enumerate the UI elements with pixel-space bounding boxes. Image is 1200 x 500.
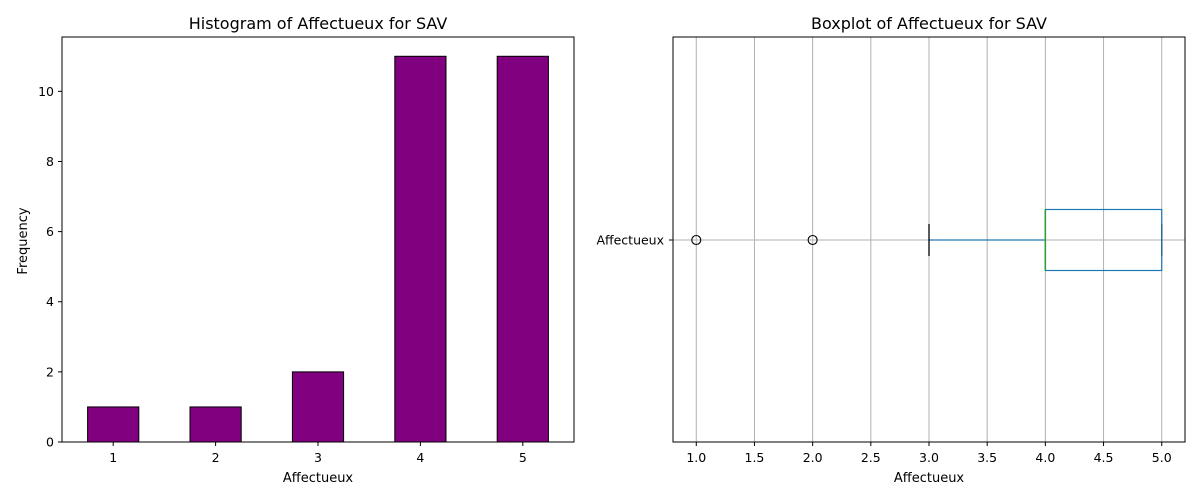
- boxplot-x-tick-label: 3.5: [977, 450, 997, 465]
- boxplot-x-label: Affectueux: [894, 471, 965, 486]
- histogram-bars: [87, 55, 549, 443]
- histogram-x-tick-label: 5: [519, 450, 527, 465]
- histogram-y-tick-label: 8: [46, 154, 54, 169]
- boxplot-y-tick-label: Affectueux: [596, 233, 664, 248]
- histogram-y-label: Frequency: [16, 207, 31, 274]
- histogram-x-tick-label: 2: [212, 450, 220, 465]
- histogram-x-tick-label: 3: [314, 450, 322, 465]
- histogram-bar-4: [394, 55, 447, 443]
- boxplot-x-tick-label: 1.0: [686, 450, 706, 465]
- histogram-y-ticks: 0 2 4 6 8 10: [38, 84, 62, 450]
- histogram-y-tick-label: 0: [46, 435, 54, 450]
- boxplot-title: Boxplot of Affectueux for SAV: [811, 14, 1047, 33]
- histogram-x-ticks: 1 2 3 4 5: [109, 442, 527, 465]
- boxplot-x-tick-label: 4.0: [1035, 450, 1055, 465]
- histogram-bar-1: [87, 406, 140, 443]
- boxplot-outlier-point: [691, 234, 702, 246]
- boxplot-y-ticks: Affectueux: [596, 233, 673, 248]
- histogram-y-tick-label: 4: [46, 294, 54, 309]
- boxplot-x-ticks: 1.0 1.5 2.0 2.5 3.0 3.5 4.0 4.5 5.0: [686, 442, 1172, 465]
- histogram-bar-5: [496, 55, 549, 443]
- boxplot-x-tick-label: 2.0: [803, 450, 823, 465]
- histogram-bar-2: [189, 406, 242, 443]
- boxplot-x-tick-label: 5.0: [1152, 450, 1172, 465]
- boxplot-axes-frame: [672, 36, 1186, 443]
- boxplot-marks: [691, 208, 1163, 272]
- histogram-bar-3: [291, 371, 345, 443]
- histogram-y-tick-label: 2: [46, 364, 54, 379]
- boxplot-x-tick-label: 1.5: [745, 450, 765, 465]
- boxplot-panel: Boxplot of Affectueux for SAV 1.0 1.5 2.0 2…: [596, 14, 1186, 486]
- histogram-x-tick-label: 4: [416, 450, 424, 465]
- boxplot-x-tick-label: 4.5: [1094, 450, 1114, 465]
- histogram-axes-frame: [61, 36, 575, 443]
- boxplot-outlier-point: [807, 234, 818, 246]
- histogram-x-tick-label: 1: [109, 450, 117, 465]
- histogram-panel: Histogram of Affectueux for SAV 1 2 3 4 5 0 2…: [16, 14, 575, 486]
- histogram-title: Histogram of Affectueux for SAV: [189, 14, 448, 33]
- boxplot-x-tick-label: 3.0: [919, 450, 939, 465]
- histogram-y-tick-label: 6: [46, 224, 54, 239]
- boxplot-x-tick-label: 2.5: [861, 450, 881, 465]
- histogram-x-label: Affectueux: [283, 471, 354, 486]
- histogram-y-tick-label: 10: [38, 84, 54, 99]
